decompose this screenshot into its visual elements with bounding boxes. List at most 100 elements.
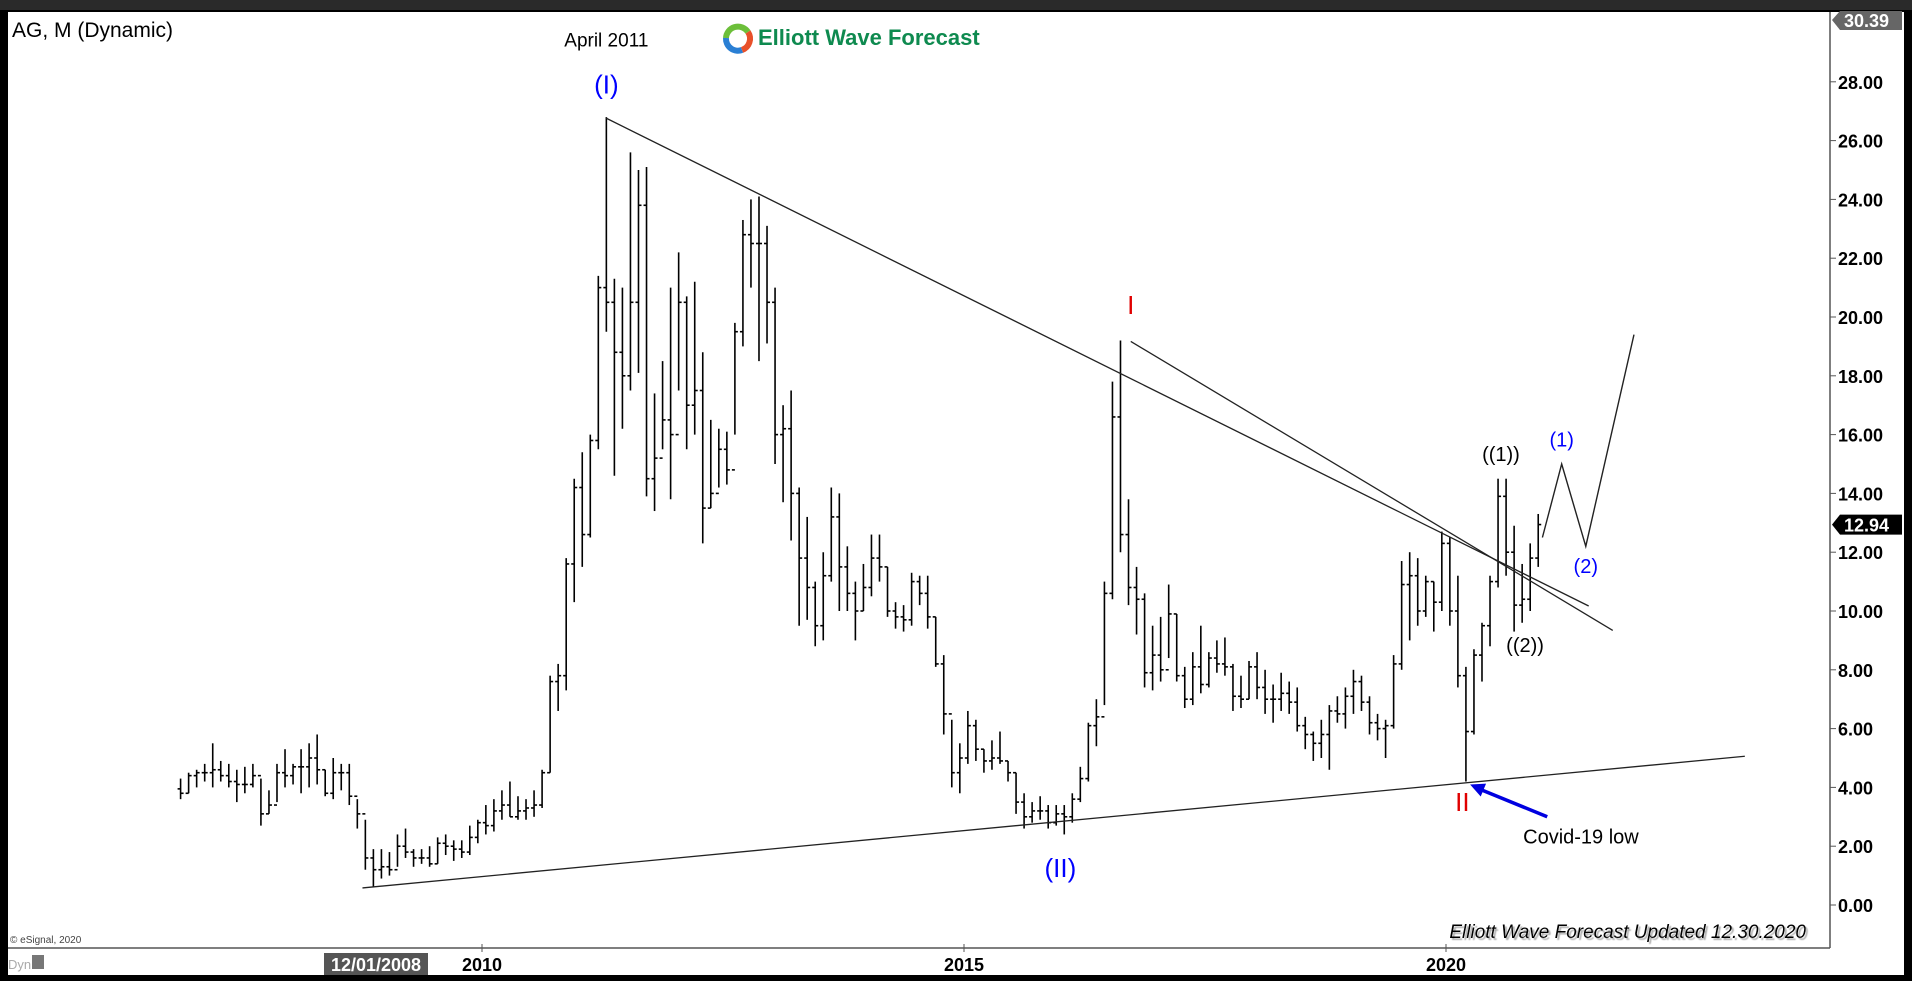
price-bar	[948, 713, 955, 788]
plot-area[interactable]: April 2011 (I) I (II) II ((1)) ((2)) (1) (2) Covi…	[177, 31, 1745, 889]
time-axis[interactable]: 2010 2015 2020	[462, 944, 1466, 975]
price-bar	[442, 834, 449, 856]
price-bar	[731, 322, 738, 471]
price-bar	[812, 581, 819, 647]
trendline	[362, 755, 1745, 889]
price-bar	[1454, 575, 1461, 688]
price-bar	[1141, 593, 1148, 688]
last-price-marker	[1832, 514, 1902, 535]
max-price-label: 30.39	[1844, 11, 1889, 31]
price-axis[interactable]: 28.00 26.00 24.00 22.00 20.00 18.00 16.00 14.00…	[1830, 11, 1902, 916]
price-bar	[1037, 796, 1044, 820]
price-tick-label: 6.00	[1838, 720, 1873, 740]
price-bar	[1294, 687, 1301, 732]
price-bar	[1495, 478, 1502, 588]
price-bar	[555, 663, 562, 711]
price-bar	[193, 769, 200, 788]
price-bar	[547, 675, 554, 774]
price-bar	[643, 167, 650, 497]
price-bar	[1117, 340, 1124, 553]
price-bar	[466, 825, 473, 856]
price-bar	[1422, 575, 1429, 617]
price-bar	[539, 769, 546, 808]
price-bar	[177, 778, 184, 800]
price-bar	[185, 772, 192, 795]
last-price-label: 12.94	[1844, 516, 1889, 536]
chart-background	[8, 12, 1904, 975]
price-tick-label: 20.00	[1838, 308, 1883, 328]
price-bar	[306, 743, 313, 788]
price-tick-label: 16.00	[1838, 426, 1883, 446]
wave-label: April 2011	[564, 31, 648, 52]
price-bar	[764, 225, 771, 344]
price-bar	[346, 763, 353, 806]
price-bar	[699, 352, 706, 544]
max-price-marker	[1832, 11, 1902, 30]
price-bar	[868, 534, 875, 597]
price-bar	[804, 516, 811, 620]
price-bar	[1181, 666, 1188, 709]
price-bar	[394, 834, 401, 871]
price-bar	[249, 763, 256, 788]
price-bar	[298, 749, 305, 794]
price-bar	[402, 828, 409, 858]
price-bar	[876, 534, 883, 582]
price-bar	[1221, 637, 1228, 676]
price-bar	[828, 487, 835, 582]
price-bar	[1197, 625, 1204, 694]
price-bar	[1535, 513, 1542, 567]
price-bar	[852, 581, 859, 641]
wave-label: (2)	[1574, 556, 1598, 578]
price-bar	[1487, 575, 1494, 647]
price-bar	[1254, 652, 1261, 700]
price-bar	[916, 575, 923, 606]
price-bar	[755, 196, 762, 362]
price-bar	[410, 849, 417, 867]
wave-label: (1)	[1549, 429, 1573, 451]
price-bar	[1430, 580, 1437, 632]
price-bar	[386, 852, 393, 876]
wave-label: Covid-19 low	[1523, 826, 1639, 848]
arrow-head-icon	[1470, 783, 1487, 797]
price-bar	[996, 731, 1003, 764]
lock-icon[interactable]	[32, 955, 44, 969]
wave-label: (I)	[594, 70, 619, 100]
price-bar	[1470, 649, 1477, 735]
price-tick-label: 14.00	[1838, 484, 1883, 504]
price-bar	[490, 799, 497, 832]
logo-icon	[723, 23, 753, 54]
price-bar	[418, 849, 425, 864]
price-bar	[1302, 716, 1309, 750]
price-bar	[217, 760, 224, 782]
price-bar	[1262, 669, 1269, 714]
price-bar	[1374, 713, 1381, 741]
price-tick-label: 2.00	[1838, 837, 1873, 857]
price-bar	[1029, 802, 1036, 823]
price-bar	[860, 563, 867, 612]
price-bar	[1398, 561, 1405, 670]
price-bar	[691, 281, 698, 435]
price-bar	[330, 758, 337, 800]
price-bar	[322, 768, 329, 797]
price-bar	[579, 452, 586, 567]
price-bar	[426, 846, 433, 867]
price-bar	[1229, 663, 1236, 711]
price-bar	[233, 769, 240, 803]
symbol-title: AG, M (Dynamic)	[12, 19, 173, 42]
trendline	[606, 117, 1589, 607]
cursor-date-box	[324, 953, 428, 975]
price-bar	[1342, 687, 1349, 729]
price-bar	[1237, 675, 1244, 709]
price-bar	[1366, 696, 1373, 735]
price-bar	[884, 566, 891, 617]
price-bar	[1350, 669, 1357, 714]
price-bar	[362, 813, 369, 870]
price-tick-label: 12.00	[1838, 543, 1883, 563]
price-bar	[932, 616, 939, 667]
price-bar	[1133, 566, 1140, 635]
price-bar	[1270, 684, 1277, 723]
price-bar	[290, 763, 297, 785]
price-bar	[273, 763, 280, 806]
dyn-label[interactable]: Dyn	[8, 957, 31, 972]
price-tick-label: 28.00	[1838, 73, 1883, 93]
